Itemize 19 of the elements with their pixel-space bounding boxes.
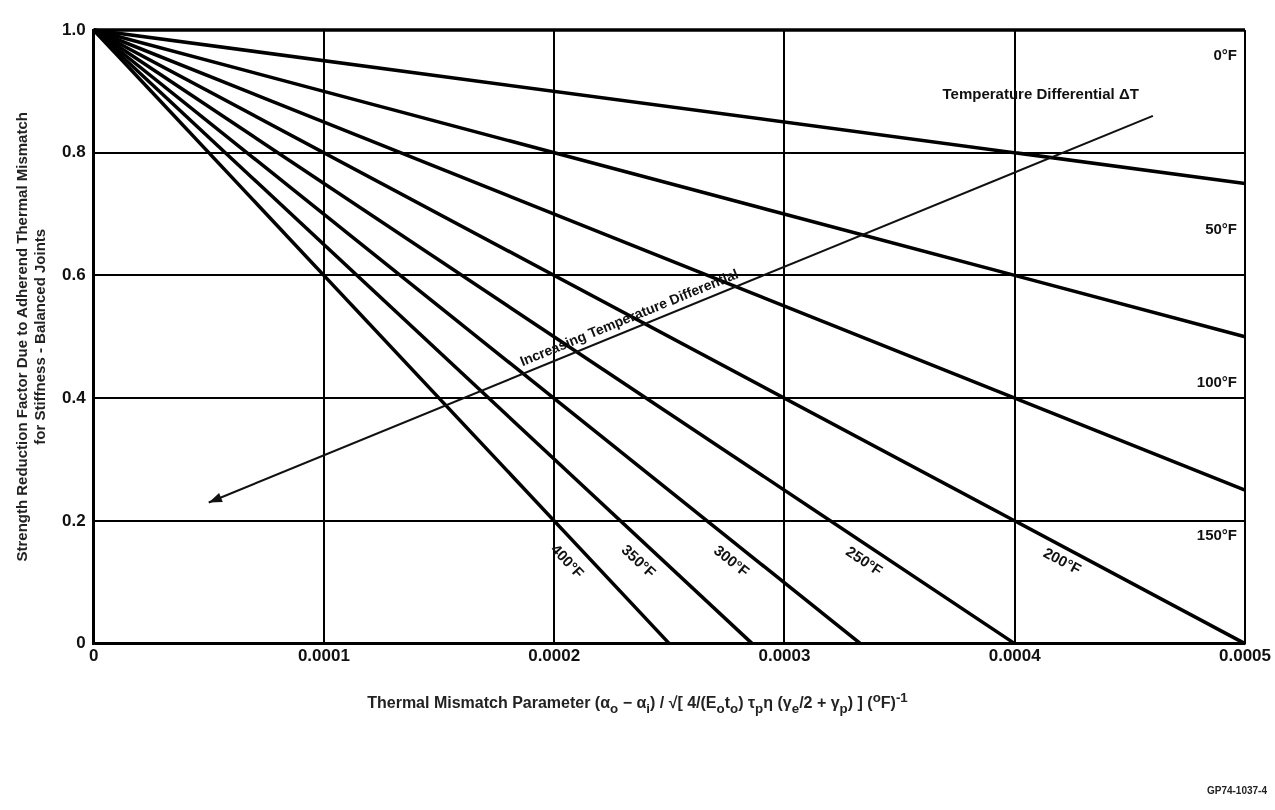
y-axis-title: Strength Reduction Factor Due to Adherend Thermal Mismatch for Stiffness - Balanced Joints bbox=[13, 112, 49, 562]
text: 50°F bbox=[1205, 219, 1237, 237]
y-tick-label: 1.0 bbox=[61, 19, 86, 39]
y-tick-label: 0.6 bbox=[61, 265, 86, 285]
y-tick-label: 0 bbox=[76, 633, 86, 653]
x-tick-label: 0.0005 bbox=[1219, 646, 1271, 666]
text: 200°F bbox=[1040, 543, 1085, 578]
series-label: 0°F bbox=[1213, 46, 1237, 64]
x-tick-label: 0.0002 bbox=[528, 646, 581, 666]
y-tick-label: 0.8 bbox=[61, 142, 86, 162]
y-tick-label: 0.4 bbox=[61, 387, 87, 407]
x-tick-label: 0.0003 bbox=[758, 646, 811, 666]
y-tick-label: 0.2 bbox=[61, 510, 86, 530]
text: 150°F bbox=[1196, 526, 1237, 544]
text: Thermal Mismatch Parameter (α$_{o}$ − α$_{i}$) / √[ 4/(E$_{o}$t$_{o}$) τ$_{p}$η (γ$_{e}$/2 + γ$_{p}$) ] ($^{o}$F)$^{-1}$ bbox=[367, 690, 908, 716]
x-tick-label: 0.0004 bbox=[988, 646, 1042, 666]
x-tick-label: 0.0001 bbox=[297, 646, 350, 666]
text: GP74-1037-4 bbox=[1206, 785, 1267, 796]
text: 100°F bbox=[1196, 372, 1237, 390]
